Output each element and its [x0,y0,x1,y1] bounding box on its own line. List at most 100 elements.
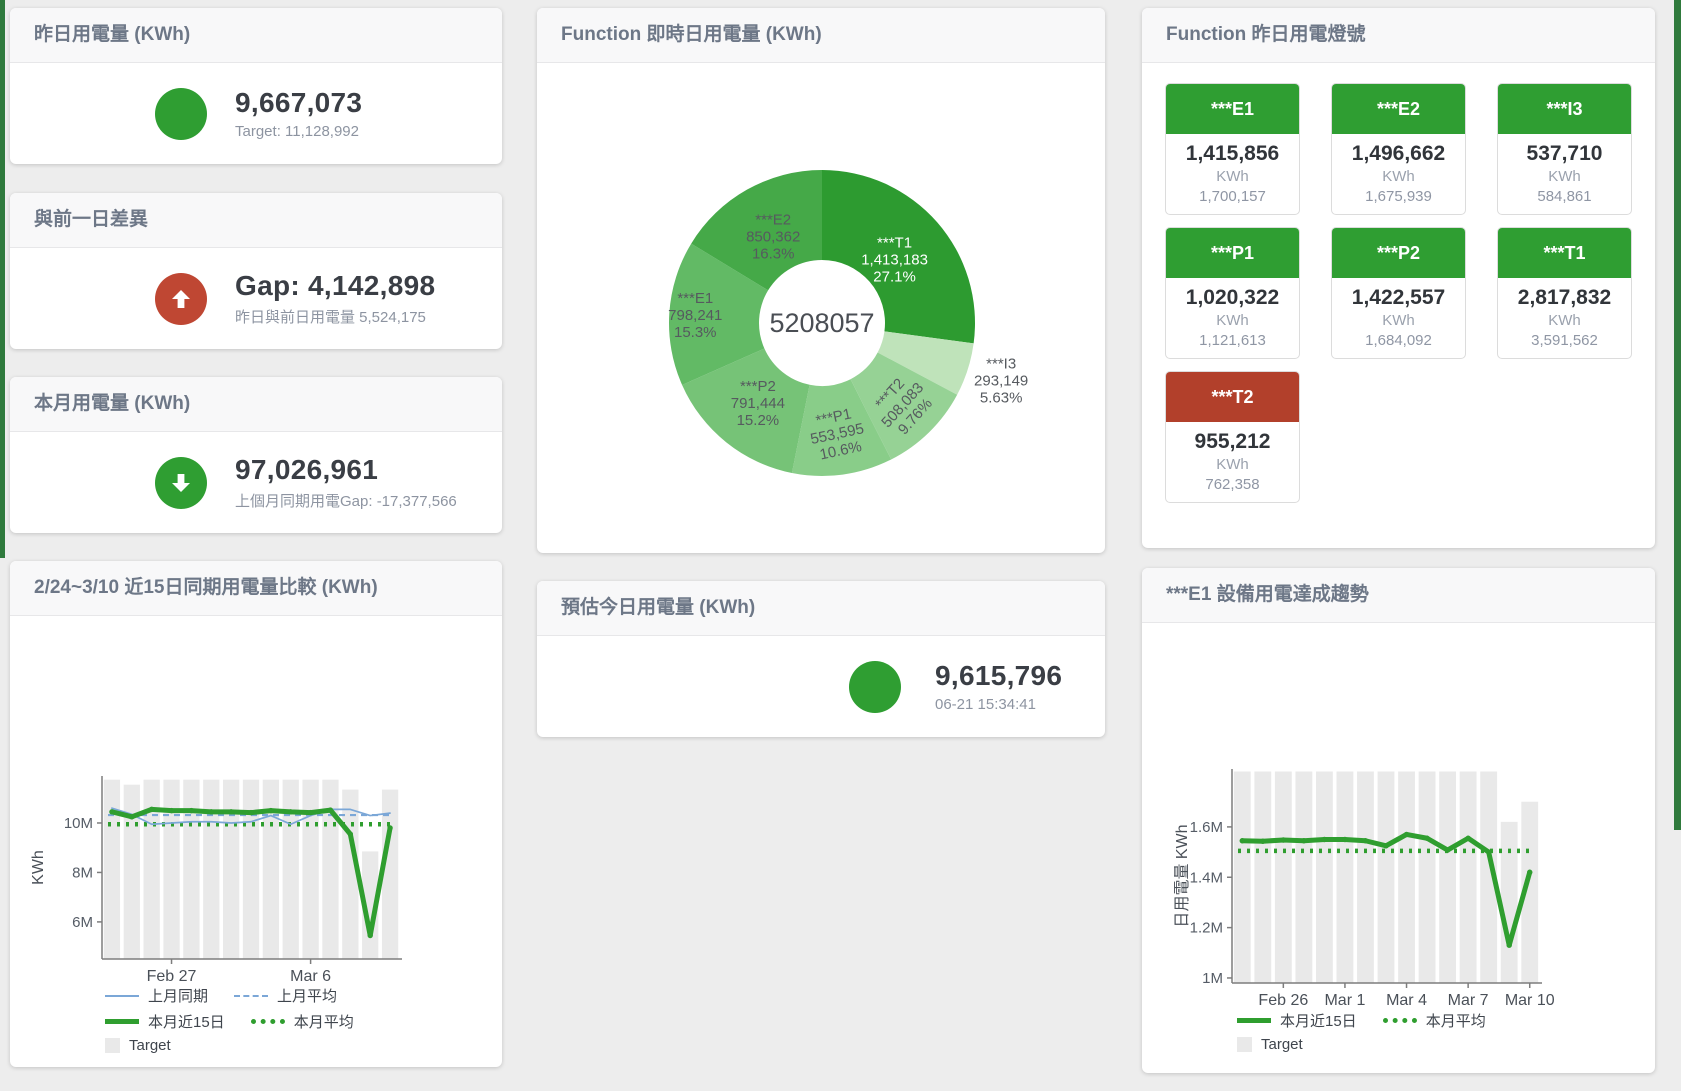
legend-label: Target [129,1037,171,1054]
tile-unit: KWh [1548,312,1581,329]
card-title: 昨日用電量 (KWh) [10,8,502,63]
e1-trend-chart[interactable]: 1M 1.2M 1.4M 1.6M Feb 26 Mar 1 Mar 4 Mar 7 Mar 1… [1142,623,1655,1074]
tile-value: 1,415,856 [1185,142,1280,165]
green-circle-icon [155,87,207,140]
legend-swatch-dash-icon [234,994,269,997]
svg-text:Feb 27: Feb 27 [147,968,197,985]
compare-chart[interactable]: 6M 8M 10M Feb 27 Mar 6 KWh [10,616,502,1068]
arrow-down-icon [155,456,207,509]
svg-text:1.6M: 1.6M [1190,819,1223,836]
tile-value: 1,422,557 [1351,286,1446,309]
card-title: ***E1 設備用電達成趨勢 [1142,568,1655,623]
kpi-body: 9,667,073 Target: 11,128,992 [10,63,502,164]
legend-item[interactable]: Target [105,1037,171,1054]
kpi-timestamp: 06-21 15:34:41 [935,696,1036,713]
svg-text:5208057: 5208057 [769,308,874,338]
kpi-body: Gap: 4,142,898 昨日與前日用電量 5,524,175 [10,248,502,349]
legend-label: 上月平均 [277,988,338,1005]
realtime-usage-donut-chart[interactable]: ***T1 1,413,183 27.1%***I3 293,149 5.63%***T… [537,63,1105,554]
svg-text:Mar 4: Mar 4 [1386,992,1427,1009]
svg-text:1.2M: 1.2M [1190,920,1223,937]
legend-label: 本月近15日 [148,1014,225,1031]
svg-text:8M: 8M [72,864,93,881]
compare-chart-legend[interactable]: 上月同期 上月平均本月近15日 本月平均 Target [105,985,354,1059]
card-e1-trend: ***E1 設備用電達成趨勢 1M 1.2M 1.4M 1.6M Feb 26 Mar 1… [1142,568,1655,1073]
legend-label: 本月近15日 [1280,1013,1357,1030]
tile-header: ***E2 [1332,84,1465,134]
kpi-subtext: Target: 11,128,992 [235,123,359,140]
svg-text:10M: 10M [64,815,93,832]
status-tile: ***E1 1,415,856 KWh 1,700,157 [1165,83,1300,215]
card-title: Function 昨日用電燈號 [1142,8,1655,63]
tile-unit: KWh [1216,456,1249,473]
legend-item[interactable]: 上月同期 [105,985,208,1006]
svg-text:Mar 1: Mar 1 [1324,992,1365,1009]
tile-target-value: 1,675,939 [1365,188,1432,205]
tile-unit: KWh [1216,312,1249,329]
card-month-usage: 本月用電量 (KWh) 97,026,961 上個月同期用電Gap: -17,3… [10,377,502,533]
status-tile: ***P2 1,422,557 KWh 1,684,092 [1331,227,1466,359]
status-tile: ***T2 955,212 KWh 762,358 [1165,371,1300,503]
tile-target-value: 3,591,562 [1531,332,1598,349]
green-circle-icon [849,660,901,713]
card-title: 2/24~3/10 近15日同期用電量比較 (KWh) [10,561,502,616]
status-tile-grid: ***E1 1,415,856 KWh 1,700,157 ***E2 1,49… [1142,63,1655,503]
legend-swatch-bar-icon [1237,1037,1252,1052]
legend-swatch-line-icon [105,1019,139,1024]
svg-text:6M: 6M [72,914,93,931]
card-status-lights: Function 昨日用電燈號 ***E1 1,415,856 KWh 1,70… [1142,8,1655,548]
legend-item[interactable]: 本月平均 [250,1011,354,1032]
status-tile: ***E2 1,496,662 KWh 1,675,939 [1331,83,1466,215]
legend-label: Target [1261,1036,1303,1053]
card-title: 本月用電量 (KWh) [10,377,502,432]
card-realtime-donut: Function 即時日用電量 (KWh) ***T1 1,413,183 27.1… [537,8,1105,553]
status-tile: ***P1 1,020,322 KWh 1,121,613 [1165,227,1300,359]
legend-item[interactable]: 上月平均 [234,985,337,1006]
legend-swatch-dots-icon [250,1019,285,1024]
tile-value: 1,496,662 [1351,142,1446,165]
trend-chart-legend[interactable]: 本月近15日 本月平均 Target [1237,1010,1486,1058]
card-gap-prev-day: 與前一日差異 Gap: 4,142,898 昨日與前日用電量 5,524,175 [10,193,502,349]
right-edge-strip [1674,0,1681,830]
kpi-value: 97,026,961 [235,454,379,485]
tile-value: 1,020,322 [1185,286,1280,309]
kpi-body: 97,026,961 上個月同期用電Gap: -17,377,566 [10,432,502,533]
svg-text:Mar 7: Mar 7 [1448,992,1489,1009]
tile-target-value: 1,684,092 [1365,332,1432,349]
legend-item[interactable]: 本月近15日 [105,1011,225,1032]
legend-label: 上月同期 [148,988,209,1005]
tile-target-value: 1,121,613 [1199,332,1266,349]
legend-label: 本月平均 [293,1014,354,1031]
legend-item[interactable]: 本月近15日 [1237,1010,1357,1031]
tile-header: ***E1 [1166,84,1299,134]
tile-target-value: 584,861 [1537,188,1592,205]
legend-item[interactable]: 本月平均 [1382,1010,1486,1031]
tile-target-value: 762,358 [1205,476,1260,493]
svg-text:***P1553,59510.6%: ***P1553,59510.6% [805,404,869,465]
kpi-subtext: 上個月同期用電Gap: -17,377,566 [235,493,457,510]
legend-item[interactable]: Target [1237,1036,1303,1053]
tile-header: ***T2 [1166,372,1299,422]
tile-unit: KWh [1382,312,1415,329]
tile-unit: KWh [1216,168,1249,185]
tile-value: 2,817,832 [1517,286,1612,309]
svg-text:1.4M: 1.4M [1190,869,1223,886]
card-compare-chart: 2/24~3/10 近15日同期用電量比較 (KWh) 6M 8M 10M Feb 2… [10,561,502,1067]
legend-label: 本月平均 [1425,1013,1486,1030]
legend-swatch-line-icon [1237,1018,1271,1023]
tile-value: 955,212 [1194,430,1271,453]
kpi-value: Gap: 4,142,898 [235,270,436,301]
card-title: 預估今日用電量 (KWh) [537,581,1105,636]
kpi-value: 9,667,073 [235,87,363,118]
tile-header: ***P2 [1332,228,1465,278]
tile-target-value: 1,700,157 [1199,188,1266,205]
tile-value: 537,710 [1526,142,1603,165]
left-edge-strip [0,0,5,558]
kpi-subtext: 昨日與前日用電量 5,524,175 [235,309,426,326]
